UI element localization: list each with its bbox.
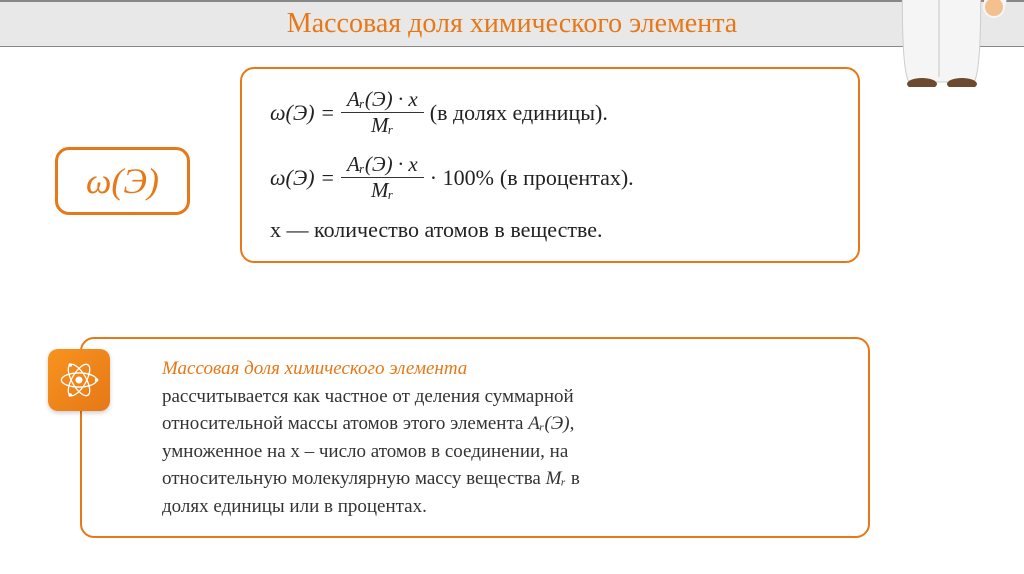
formula1-lhs: ω(Э) = bbox=[270, 100, 335, 126]
desc-title: Массовая доля химического элемента bbox=[162, 358, 467, 379]
symbol-omega: ω(Э) bbox=[86, 161, 159, 201]
desc-line2a: относительной массы атомов этого элемент… bbox=[162, 413, 528, 434]
atom-icon bbox=[48, 349, 110, 411]
formula1-suffix: (в долях единицы). bbox=[430, 100, 608, 126]
formula-1: ω(Э) = Aᵣ(Э) · x Mᵣ (в долях единицы). bbox=[270, 87, 830, 138]
atom-icon-svg bbox=[57, 358, 101, 402]
formula2-num: Aᵣ(Э) · x bbox=[341, 152, 424, 178]
formula-2: ω(Э) = Aᵣ(Э) · x Mᵣ · 100% (в процентах)… bbox=[270, 152, 830, 203]
desc-line3: умноженное на x – число атомов в соедине… bbox=[162, 441, 568, 462]
formula-note-row: x — количество атомов в веществе. bbox=[270, 217, 830, 243]
desc-line2b: Aᵣ(Э) bbox=[528, 413, 569, 434]
desc-line1: рассчитывается как частное от деления су… bbox=[162, 386, 574, 407]
page-title: Массовая доля химического элемента bbox=[287, 8, 737, 39]
content-area: ω(Э) ω(Э) = Aᵣ(Э) · x Mᵣ (в долях единиц… bbox=[0, 47, 1024, 87]
desc-line4c: в bbox=[566, 468, 580, 489]
formula-box: ω(Э) = Aᵣ(Э) · x Mᵣ (в долях единицы). ω… bbox=[240, 67, 860, 263]
formula2-den: Mᵣ bbox=[365, 178, 400, 203]
desc-line2c: , bbox=[570, 413, 575, 434]
formula1-num: Aᵣ(Э) · x bbox=[341, 87, 424, 113]
scientist-illustration bbox=[854, 0, 1024, 87]
fraction-1: Aᵣ(Э) · x Mᵣ bbox=[341, 87, 424, 138]
formula2-suffix: (в процентах). bbox=[500, 165, 634, 191]
fraction-2: Aᵣ(Э) · x Mᵣ bbox=[341, 152, 424, 203]
formula-note: x — количество атомов в веществе. bbox=[270, 217, 603, 243]
description-box: Массовая доля химического элемента рассч… bbox=[80, 337, 870, 538]
desc-line4b: Mᵣ bbox=[546, 468, 567, 489]
formula2-mult: · 100% bbox=[430, 165, 494, 191]
desc-line5: долях единицы или в процентах. bbox=[162, 496, 427, 517]
formula1-den: Mᵣ bbox=[365, 113, 400, 138]
symbol-box: ω(Э) bbox=[55, 147, 190, 215]
desc-line4a: относительную молекулярную массу веществ… bbox=[162, 468, 546, 489]
formula2-lhs: ω(Э) = bbox=[270, 165, 335, 191]
